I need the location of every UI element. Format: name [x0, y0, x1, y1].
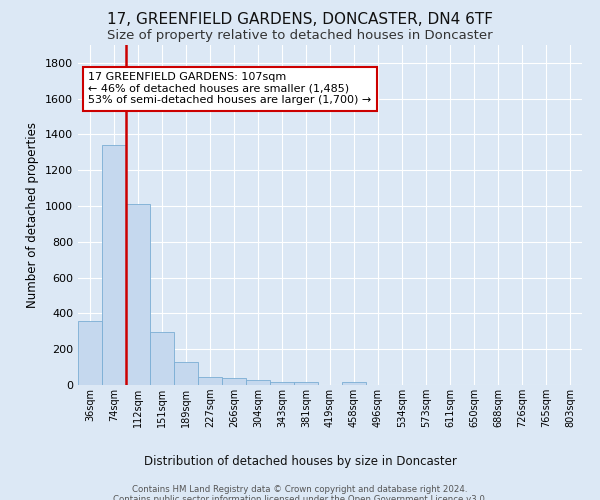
- Bar: [270, 382, 294, 385]
- Bar: [150, 332, 174, 385]
- Bar: [174, 362, 198, 385]
- Bar: [294, 382, 318, 385]
- Bar: [222, 378, 246, 385]
- Bar: [102, 145, 126, 385]
- Text: Distribution of detached houses by size in Doncaster: Distribution of detached houses by size …: [143, 455, 457, 468]
- Text: Size of property relative to detached houses in Doncaster: Size of property relative to detached ho…: [107, 29, 493, 42]
- Bar: [198, 378, 222, 385]
- Y-axis label: Number of detached properties: Number of detached properties: [26, 122, 40, 308]
- Text: 17 GREENFIELD GARDENS: 107sqm
← 46% of detached houses are smaller (1,485)
53% o: 17 GREENFIELD GARDENS: 107sqm ← 46% of d…: [88, 72, 371, 106]
- Bar: [78, 322, 102, 385]
- Bar: [342, 382, 366, 385]
- Bar: [126, 204, 150, 385]
- Text: 17, GREENFIELD GARDENS, DONCASTER, DN4 6TF: 17, GREENFIELD GARDENS, DONCASTER, DN4 6…: [107, 12, 493, 28]
- Bar: [246, 380, 270, 385]
- Text: Contains HM Land Registry data © Crown copyright and database right 2024.
Contai: Contains HM Land Registry data © Crown c…: [113, 485, 487, 500]
